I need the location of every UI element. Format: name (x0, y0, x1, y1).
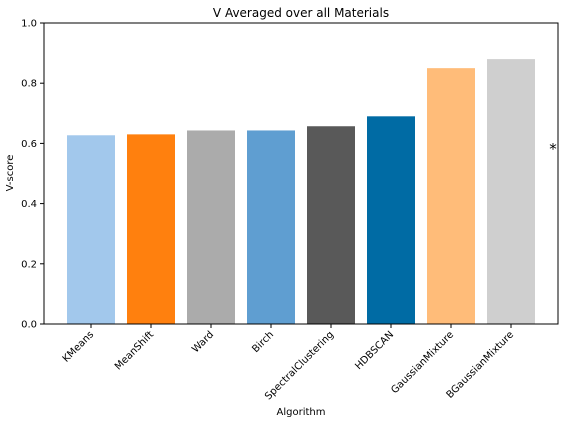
bars-group (67, 59, 535, 325)
bar-gaussianmixture (427, 68, 475, 325)
y-tick-label: 0.6 (21, 139, 37, 150)
bar-kmeans (67, 135, 115, 324)
x-axis-title: Algorithm (277, 407, 326, 418)
x-axis: KMeans MeanShift Ward BirchSpectralClusteri… (61, 324, 516, 402)
x-tick-label: GaussianMixture (389, 329, 456, 396)
bar-ward (187, 130, 235, 324)
plot-frame (43, 22, 559, 325)
x-tick-label: MeanShift (113, 329, 156, 372)
x-tick-label: SpectralClustering (263, 329, 336, 402)
x-tick-label: BGaussianMixture (445, 329, 517, 401)
x-tick-label: KMeans (61, 329, 96, 364)
y-tick-label: 0.0 (21, 320, 37, 331)
y-tick-label: 1.0 (21, 19, 37, 30)
y-tick-label: 0.4 (21, 199, 37, 210)
bar-hdbscan (367, 116, 415, 324)
x-tick-label: Birch (250, 329, 276, 355)
y-tick-label: 0.8 (21, 79, 37, 90)
y-axis-title: V-score (5, 155, 16, 192)
y-axis: 0.0 0.2 0.4 0.6 0.8 1.0 (21, 19, 44, 331)
bar-meanshift (127, 134, 175, 324)
y-tick-label: 0.2 (21, 259, 37, 270)
bar-bgaussianmixture (487, 59, 535, 325)
bar-birch (247, 130, 295, 324)
chart-title: V Averaged over all Materials (213, 6, 389, 20)
bar-spectralclustering (307, 126, 355, 324)
x-tick-label: Ward (190, 329, 216, 355)
significance-marker: * (549, 140, 557, 158)
x-tick-label: HDBSCAN (353, 329, 396, 372)
